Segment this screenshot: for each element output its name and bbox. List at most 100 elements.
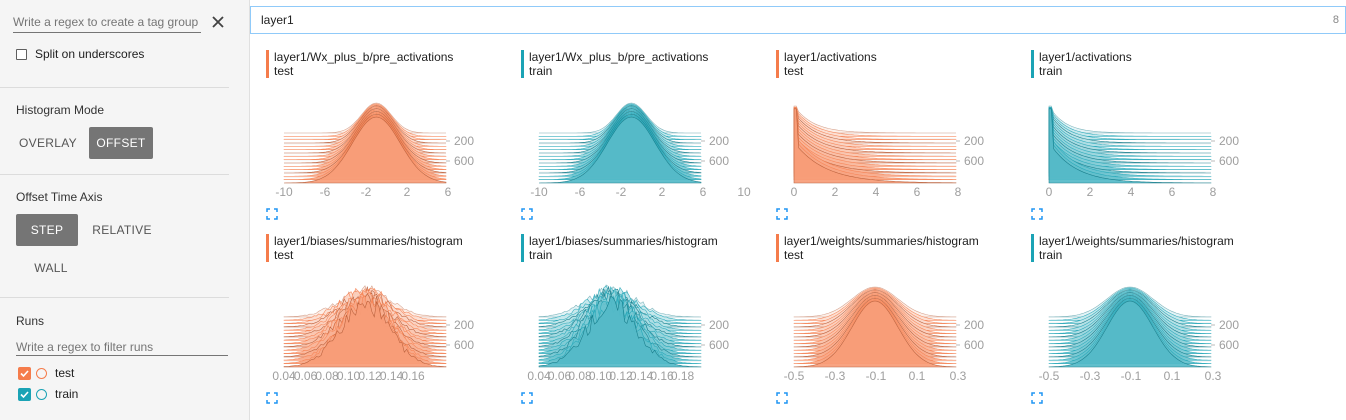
checkbox-checked-icon[interactable] xyxy=(18,366,31,380)
wall-button[interactable]: WALL xyxy=(34,261,68,275)
x-tick-label: 0.06 xyxy=(294,369,318,383)
offset-histogram-chart: 200 600 0.040.060.080.100.120.140.160.18 xyxy=(527,284,729,383)
x-tick-label: 0.08 xyxy=(315,369,339,383)
run-label: train xyxy=(55,387,79,401)
histogram-slice xyxy=(793,108,957,184)
run-color-circle-icon xyxy=(36,388,47,400)
histogram-card: layer1/Wx_plus_b/pre_activations test 200 6… xyxy=(266,47,516,232)
y-tick-label: 600 xyxy=(964,154,984,168)
fullscreen-icon[interactable] xyxy=(521,392,533,404)
card-tag-title: layer1/weights/summaries/histogram xyxy=(1039,234,1234,248)
split-underscores-checkbox[interactable]: Split on underscores xyxy=(16,47,144,61)
histogram-card: layer1/Wx_plus_b/pre_activations train 200… xyxy=(521,47,771,232)
offset-histogram-chart: 200 600 -0.5 -0.3 -0.1 0.1 0.3 xyxy=(784,286,984,383)
x-tick-label: -0.5 xyxy=(1039,369,1060,383)
y-tick-label: 200 xyxy=(964,134,984,148)
tag-group-regex-input[interactable] xyxy=(13,12,201,33)
tag-search-input[interactable] xyxy=(261,12,1261,28)
offset-histogram-chart: 200 600 -10 -6 -2 2 6 xyxy=(275,102,474,199)
x-tick-label: -10 xyxy=(275,185,293,199)
fullscreen-icon[interactable] xyxy=(266,392,278,404)
x-tick-label: -6 xyxy=(575,185,586,199)
x-tick-label: 0 xyxy=(1046,185,1053,199)
offset-button[interactable]: OFFSET xyxy=(89,127,153,159)
histogram-slice xyxy=(283,116,447,184)
x-tick-label: -2 xyxy=(616,185,627,199)
run-item-train[interactable]: train xyxy=(18,387,78,401)
run-color-bar xyxy=(1031,234,1034,262)
x-tick-label: -0.5 xyxy=(784,369,805,383)
card-run-label: test xyxy=(274,64,294,78)
fullscreen-icon[interactable] xyxy=(776,392,788,404)
x-tick-label: 8 xyxy=(955,185,962,199)
x-tick-label: 0.06 xyxy=(548,369,572,383)
y-tick-label: 600 xyxy=(454,154,474,168)
x-tick-label: 0.16 xyxy=(650,369,674,383)
histogram-card: layer1/biases/summaries/histogram train 20… xyxy=(521,231,771,416)
x-tick-label: 0.10 xyxy=(337,369,361,383)
x-tick-label: 6 xyxy=(1169,185,1176,199)
histogram-slice xyxy=(793,300,957,368)
run-color-bar xyxy=(266,50,269,78)
y-tick-label: 200 xyxy=(1219,318,1239,332)
x-tick-label: 4 xyxy=(873,185,880,199)
y-tick-label: 600 xyxy=(709,338,729,352)
histogram-slice xyxy=(538,295,702,368)
x-tick-label: 0.3 xyxy=(1205,369,1222,383)
card-run-label: test xyxy=(784,248,804,262)
y-tick-label: 600 xyxy=(1219,154,1239,168)
card-tag-title: layer1/weights/summaries/histogram xyxy=(784,234,979,248)
x-tick-label: 0.12 xyxy=(609,369,633,383)
card-tag-title: layer1/biases/summaries/histogram xyxy=(274,234,463,248)
offset-histogram-chart: 200 600 0 2 4 6 8 xyxy=(791,105,984,199)
relative-button[interactable]: RELATIVE xyxy=(92,223,152,237)
x-tick-label: 0.3 xyxy=(950,369,967,383)
run-color-bar xyxy=(776,234,779,262)
card-tag-title: layer1/Wx_plus_b/pre_activations xyxy=(274,50,454,64)
offset-histogram-chart: 200 600 -10 -6 -2 2 6 10 xyxy=(530,102,751,199)
run-item-test[interactable]: test xyxy=(18,366,74,380)
card-tag-title: layer1/Wx_plus_b/pre_activations xyxy=(529,50,709,64)
close-icon[interactable] xyxy=(210,14,226,30)
run-color-circle-icon xyxy=(36,367,47,379)
run-filter-input[interactable] xyxy=(16,339,228,356)
x-tick-label: -0.3 xyxy=(825,369,846,383)
x-tick-label: 0.1 xyxy=(909,369,926,383)
split-underscores-label: Split on underscores xyxy=(35,47,145,61)
fullscreen-icon[interactable] xyxy=(1031,392,1043,404)
offset-histogram-chart: 200 600 -0.5 -0.3 -0.1 0.1 0.3 xyxy=(1039,286,1239,383)
offset-histogram-chart: 200 600 0 2 4 6 8 xyxy=(1046,105,1239,199)
fullscreen-icon[interactable] xyxy=(776,208,788,220)
fullscreen-icon[interactable] xyxy=(266,208,278,220)
x-tick-label: -2 xyxy=(361,185,372,199)
x-tick-label: -0.1 xyxy=(1121,369,1142,383)
tag-search-bar[interactable]: 8 xyxy=(250,6,1346,34)
checkbox-icon[interactable] xyxy=(16,48,27,60)
y-tick-label: 200 xyxy=(964,318,984,332)
y-tick-label: 600 xyxy=(964,338,984,352)
histogram-slice xyxy=(1048,106,1212,137)
run-color-bar xyxy=(266,234,269,262)
card-run-label: train xyxy=(1039,64,1063,78)
fullscreen-icon[interactable] xyxy=(1031,208,1043,220)
y-tick-label: 600 xyxy=(454,338,474,352)
x-tick-label: -6 xyxy=(320,185,331,199)
card-tag-title: layer1/activations xyxy=(1039,50,1132,64)
fullscreen-icon[interactable] xyxy=(521,208,533,220)
x-tick-label: 2 xyxy=(659,185,666,199)
x-tick-label: -0.3 xyxy=(1080,369,1101,383)
offset-histogram-chart: 200 600 0.040.060.080.100.120.140.16 xyxy=(272,285,474,383)
x-tick-label: 0.04 xyxy=(272,369,296,383)
offset-time-axis-title: Offset Time Axis xyxy=(16,190,103,204)
histogram-slice xyxy=(1048,105,1211,134)
x-tick-label: 0.12 xyxy=(358,369,382,383)
histogram-mode-title: Histogram Mode xyxy=(16,103,105,117)
overlay-button[interactable]: OVERLAY xyxy=(19,136,77,150)
card-run-label: train xyxy=(529,248,553,262)
card-run-label: train xyxy=(529,64,553,78)
card-run-label: test xyxy=(274,248,294,262)
sidebar: Split on underscores Histogram Mode OVER… xyxy=(0,0,250,420)
run-color-bar xyxy=(776,50,779,78)
step-button[interactable]: STEP xyxy=(16,214,78,246)
checkbox-checked-icon[interactable] xyxy=(18,387,31,401)
